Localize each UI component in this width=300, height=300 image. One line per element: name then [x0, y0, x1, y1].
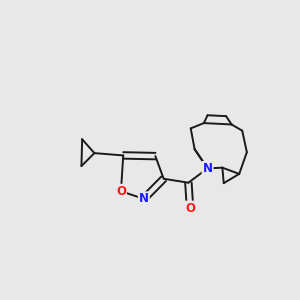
Text: O: O [116, 185, 126, 198]
Text: O: O [185, 202, 195, 214]
Text: N: N [139, 192, 149, 206]
Text: N: N [202, 162, 213, 175]
